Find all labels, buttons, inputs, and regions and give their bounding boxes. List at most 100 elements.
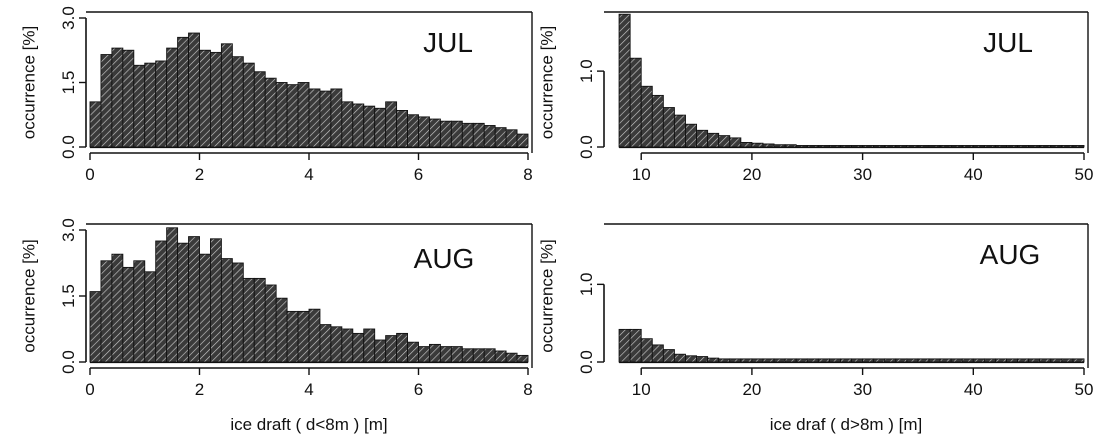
x-tick-label: 8 <box>523 165 532 184</box>
histogram-bar <box>851 145 864 148</box>
histogram-bar <box>828 358 841 363</box>
histogram-bar <box>341 101 354 148</box>
month-label: AUG <box>980 239 1041 270</box>
y-tick-label: 1.5 <box>59 71 78 95</box>
histogram-bar <box>840 358 852 363</box>
histogram-bar <box>707 357 720 363</box>
histogram-bar <box>950 145 963 148</box>
histogram-bar <box>740 358 753 363</box>
x-tick-label: 20 <box>742 165 761 184</box>
x-tick-label: 8 <box>523 380 532 399</box>
histogram-bar <box>917 145 930 148</box>
histogram-bar <box>385 335 398 363</box>
histogram-bar <box>352 103 365 148</box>
histogram-bar <box>729 137 742 148</box>
histogram-bar <box>939 358 952 363</box>
histogram-bar <box>729 358 742 363</box>
histogram-bar <box>1061 145 1074 148</box>
histogram-bar <box>873 145 886 148</box>
histogram-bar <box>662 107 675 148</box>
histogram-bar <box>89 101 102 148</box>
x-tick-label: 2 <box>195 380 204 399</box>
histogram-bar <box>961 145 974 148</box>
histogram-bar <box>418 346 430 363</box>
histogram-bar <box>199 253 211 363</box>
histogram-bar <box>651 94 664 148</box>
histogram-bar <box>696 356 709 363</box>
histogram-bar <box>939 145 952 148</box>
histogram-bar <box>166 227 179 363</box>
histogram-bar <box>286 310 299 363</box>
histogram-bar <box>640 85 653 148</box>
month-label: JUL <box>423 27 473 58</box>
histogram-bar <box>817 145 830 148</box>
histogram-bar <box>1050 358 1063 363</box>
x-tick-label: 50 <box>1075 165 1094 184</box>
y-tick-label: 0.0 <box>59 350 78 374</box>
histogram-bar <box>286 84 299 148</box>
histogram-bar <box>429 343 441 363</box>
histogram-bar <box>133 260 146 363</box>
histogram-bar <box>862 145 875 148</box>
histogram-bar <box>806 145 819 148</box>
histogram-bar <box>751 358 764 363</box>
histogram-bar <box>1017 358 1030 363</box>
y-tick-label: 1.0 <box>577 59 596 83</box>
histogram-bar <box>640 338 653 363</box>
histogram-bar <box>773 144 786 148</box>
histogram-bar <box>144 271 157 363</box>
histogram-bar <box>828 145 841 148</box>
y-tick-label: 0.0 <box>59 135 78 159</box>
histogram-bar <box>707 132 720 148</box>
histogram-bar <box>297 82 310 148</box>
histogram-bar <box>253 277 266 363</box>
histogram-bar <box>209 51 222 148</box>
y-tick-label: 0.0 <box>577 350 596 374</box>
histogram-bar <box>673 353 686 363</box>
histogram-bar <box>483 348 496 363</box>
histogram-bar <box>308 88 321 148</box>
histogram-bar <box>718 135 731 148</box>
panel-upper-right: 10 20 30 40 50 0.0 1.0 occurrence [%] JUL <box>537 11 1094 184</box>
histogram-bar <box>472 348 485 363</box>
histogram-bar <box>308 308 321 363</box>
histogram-bar <box>784 144 797 148</box>
x-tick-label: 50 <box>1075 380 1094 399</box>
panel-lower-left: 0 2 4 6 8 0.0 1.5 3.0 occurrence [%] ice draft ( … <box>19 218 532 434</box>
histogram-bar <box>884 358 897 363</box>
histogram-bar <box>242 277 255 363</box>
histogram-bar <box>928 145 941 148</box>
month-label: AUG <box>414 243 475 274</box>
x-tick-label: 40 <box>964 165 983 184</box>
y-axis-label: occurrence [%] <box>19 26 38 139</box>
histogram-bar <box>330 326 343 363</box>
month-label: JUL <box>983 27 1033 58</box>
histogram-bar <box>994 358 1007 363</box>
histogram-bar <box>155 60 168 148</box>
histogram-bar <box>407 341 419 363</box>
y-axis-label: occurrence [%] <box>19 239 38 352</box>
histogram-bar <box>396 332 409 363</box>
histogram-bar <box>685 355 698 363</box>
histogram-bar <box>275 82 288 148</box>
y-tick-label: 3.0 <box>59 6 78 30</box>
histogram-bar <box>231 262 244 363</box>
x-tick-label: 2 <box>195 165 204 184</box>
histogram-bar <box>1006 145 1019 148</box>
histogram-bar <box>429 118 441 148</box>
histogram-bar <box>629 57 642 148</box>
histogram-bar <box>188 236 200 363</box>
histogram-bar <box>407 114 419 148</box>
histogram-bar <box>884 145 897 148</box>
histogram-bar <box>651 344 664 363</box>
y-axis-label: occurrence [%] <box>537 239 556 352</box>
histogram-bar <box>983 145 996 148</box>
x-tick-label: 20 <box>742 380 761 399</box>
histogram-bar <box>1072 145 1085 148</box>
histogram-bar <box>341 328 354 363</box>
histogram-bar <box>718 358 731 363</box>
histogram-bar <box>220 43 233 148</box>
histogram-bar <box>155 240 168 363</box>
y-tick-label: 3.0 <box>59 218 78 242</box>
